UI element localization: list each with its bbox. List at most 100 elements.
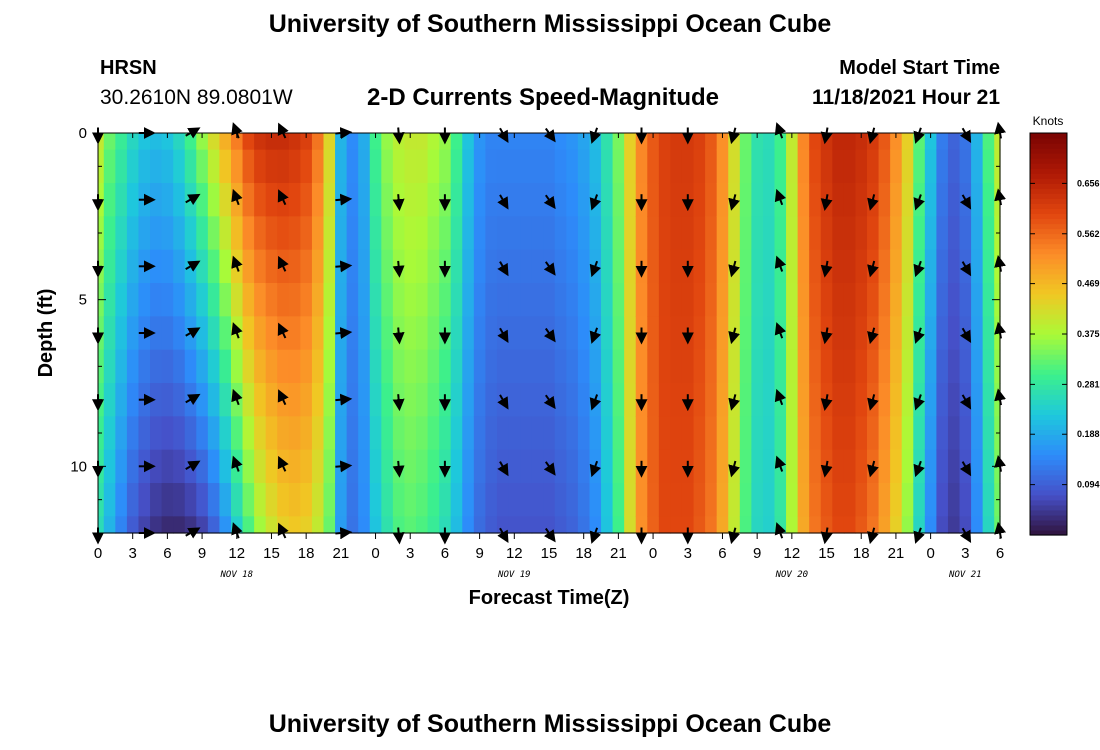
heatmap-cell [959,149,972,184]
heatmap-cell [161,183,174,217]
heatmap-cell [323,249,336,284]
heatmap-cell [924,349,937,384]
heatmap-cell [670,483,683,517]
heatmap-cell [913,516,926,534]
heatmap-cell [577,216,591,251]
heatmap-cell [311,416,325,451]
heatmap-cell [797,516,810,534]
heatmap-cell [786,249,799,284]
heatmap-cell [670,416,683,451]
heatmap-cell [947,249,961,284]
heatmap-cell [520,133,533,151]
colorbar-swatch [1030,464,1067,471]
heatmap-cell [219,349,232,384]
heatmap-cell [346,133,359,151]
heatmap-cell [288,216,301,251]
heatmap-cell [681,149,695,184]
heatmap-cell [520,416,533,451]
heatmap-cell [693,416,706,451]
heatmap-cell [612,349,625,384]
heatmap-cell [809,216,822,251]
heatmap-cell [739,183,752,217]
heatmap-cell [901,383,914,417]
heatmap-cell [335,483,348,517]
heatmap-cell [173,483,186,517]
heatmap-cell [311,249,325,284]
heatmap-cell [670,349,683,384]
heatmap-cell [115,483,128,517]
heatmap-cell [936,283,949,317]
y-tick-label: 10 [70,458,87,475]
heatmap-cell [924,283,937,317]
colorbar-swatch [1030,218,1067,225]
current-vector [959,327,972,344]
heatmap-cell [751,516,764,534]
heatmap-cell [381,316,394,351]
heatmap-cell [346,516,359,534]
heatmap-cell [971,483,984,517]
heatmap-cell [242,349,255,384]
heatmap-cell [392,283,406,317]
heatmap-cell [635,283,648,317]
heatmap-cell [300,249,313,284]
heatmap-cell [959,216,972,251]
heatmap-cell [739,249,752,284]
heatmap-cell [774,149,787,184]
heatmap-cell [670,216,683,251]
heatmap-cell [739,383,752,417]
heatmap-cell [832,316,845,351]
heatmap-cell [230,349,244,384]
heatmap-cell [392,216,406,251]
current-vector [277,189,289,206]
current-vector [497,194,509,210]
heatmap-cell [485,349,498,384]
heatmap-cell [982,249,995,284]
current-vector [589,327,602,344]
heatmap-cell [982,449,995,484]
current-vector [185,193,201,206]
colorbar-swatch [1030,399,1067,405]
heatmap-cell [346,216,359,251]
heatmap-cell [520,149,533,184]
heatmap-cell [207,483,221,517]
heatmap-cell [924,149,937,184]
heatmap-cell [150,516,163,534]
heatmap-cell [508,249,521,284]
heatmap-cell [103,349,116,384]
heatmap-cell [508,216,521,251]
x-tick-label: 3 [406,545,414,562]
heatmap-cell [173,516,186,534]
heatmap-cell [520,316,533,351]
colorbar-swatch [1030,459,1067,466]
heatmap-cell [404,449,417,484]
heatmap-cell [554,283,567,317]
heatmap-cell [531,383,544,417]
heatmap-cell [520,449,533,484]
heatmap-cell [277,133,290,151]
heatmap-cell [531,449,544,484]
colorbar-swatch [1030,268,1067,275]
heatmap-cell [242,416,255,451]
heatmap-cell [277,483,290,517]
colorbar-swatch [1030,308,1067,315]
heatmap-cell [647,216,660,251]
heatmap-cell [624,483,637,517]
colorbar-swatch [1030,228,1067,235]
colorbar-tick-label: 0.281 [1077,379,1100,389]
heatmap-cell [947,516,961,534]
heatmap-cell [173,349,186,384]
heatmap-cell [716,449,729,484]
heatmap-cell [843,349,857,384]
heatmap-cell [693,316,706,351]
heatmap-cell [427,383,440,417]
heatmap-cell [543,149,556,184]
heatmap-cell [601,183,614,217]
heatmap-cell [358,316,371,351]
heatmap-cell [126,183,140,217]
colorbar-swatch [1030,494,1067,501]
heatmap-cell [890,516,903,534]
current-vector [543,261,556,276]
heatmap-cell [254,149,267,184]
heatmap-cell [520,516,533,534]
heatmap-cell [358,416,371,451]
